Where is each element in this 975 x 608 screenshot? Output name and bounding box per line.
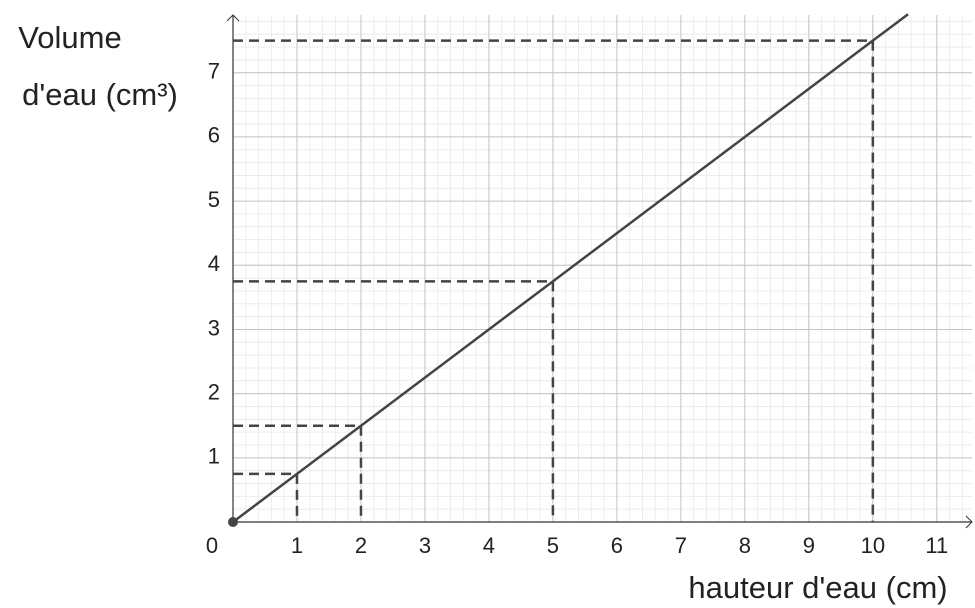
origin-point — [228, 517, 238, 527]
x-tick-label: 2 — [355, 533, 367, 558]
y-axis-arrow — [226, 14, 240, 22]
y-tick-label: 7 — [208, 59, 220, 84]
y-tick-label: 6 — [208, 123, 220, 148]
x-axis-arrow — [965, 515, 973, 529]
x-tick-label: 11 — [925, 533, 948, 558]
x-tick-label: 10 — [861, 533, 885, 558]
y-tick-label: 2 — [208, 379, 220, 404]
x-tick-label: 0 — [206, 533, 218, 558]
grid — [233, 15, 972, 522]
y-tick-label: 5 — [208, 187, 220, 212]
x-tick-label: 8 — [739, 533, 751, 558]
x-tick-label: 6 — [611, 533, 623, 558]
x-tick-label: 5 — [547, 533, 559, 558]
x-tick-label: 4 — [483, 533, 495, 558]
y-tick-label: 1 — [208, 444, 220, 469]
y-axis-label: d'eau (cm³) — [22, 77, 178, 112]
x-tick-label: 9 — [803, 533, 815, 558]
x-tick-label: 3 — [419, 533, 431, 558]
y-tick-label: 3 — [208, 315, 220, 340]
x-tick-label: 7 — [675, 533, 687, 558]
x-tick-label: 1 — [291, 533, 303, 558]
y-axis-label: Volume — [18, 20, 121, 55]
y-tick-label: 4 — [208, 251, 220, 276]
x-axis-label: hauteur d'eau (cm) — [688, 570, 947, 605]
line — [232, 13, 909, 523]
